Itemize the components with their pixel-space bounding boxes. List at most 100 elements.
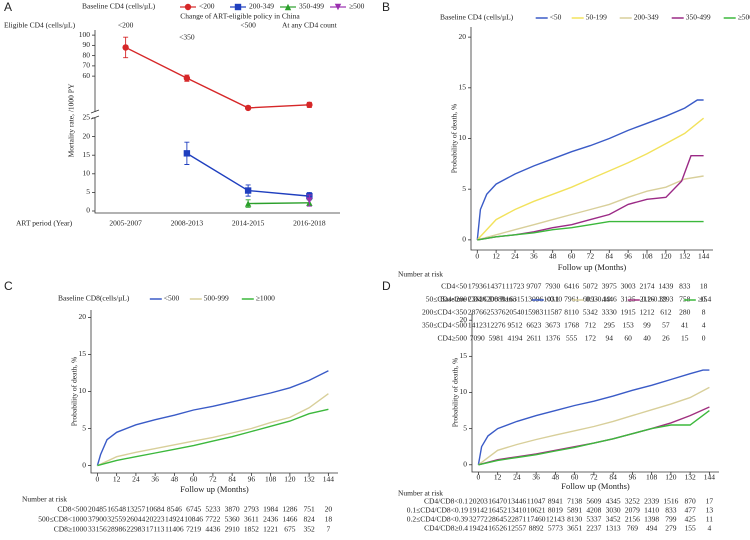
x-axis-label: Follow up (Months) <box>558 262 627 272</box>
series-line <box>248 202 310 205</box>
legend-label: 0.2-0.39 <box>642 295 667 304</box>
risk-count: 280 <box>679 308 691 317</box>
eligible-label: <500 <box>240 21 256 30</box>
risk-count: 4 <box>708 524 712 533</box>
x-tick-label: 60 <box>571 473 579 482</box>
risk-count: 32559 <box>107 515 126 524</box>
risk-count: 10310 <box>543 295 562 304</box>
risk-count: 1293 <box>658 295 673 304</box>
eligible-label: <200 <box>118 21 134 30</box>
risk-count: 13096 <box>524 295 543 304</box>
y-tick-label: 15 <box>460 351 468 360</box>
risk-count: 28986 <box>107 525 126 534</box>
legend-label: <0.1 <box>546 295 560 304</box>
legend-label: 500-999 <box>204 294 229 303</box>
x-axis-label: ART period (Year) <box>16 219 73 228</box>
risk-count: 477 <box>685 506 697 515</box>
risk-count: 352 <box>304 525 316 534</box>
y-tick-label: 60 <box>83 71 91 80</box>
risk-row-name: 200≤CD4<350 <box>422 308 467 317</box>
risk-count: 20203 <box>469 497 488 506</box>
risk-count: 712 <box>585 321 597 330</box>
risk-count: 1466 <box>282 515 297 524</box>
marker <box>244 104 252 112</box>
risk-count: 8941 <box>548 497 563 506</box>
panel-label: C <box>4 279 13 293</box>
x-tick-label: 2016-2018 <box>293 219 326 228</box>
risk-count: 2436 <box>263 515 278 524</box>
risk-count: 20540 <box>506 308 525 317</box>
risk-count: 16315 <box>506 295 525 304</box>
marker <box>284 3 292 11</box>
legend-title: Baseline CD4 (cells/μL) <box>440 13 514 22</box>
marker <box>183 150 191 157</box>
risk-count: 494 <box>646 524 658 533</box>
km-curve <box>97 393 329 467</box>
y-tick-label: 5 <box>462 184 466 193</box>
risk-count: 824 <box>304 515 316 524</box>
legend-label: ≥500 <box>349 2 365 11</box>
x-tick-label: 132 <box>679 252 691 261</box>
risk-count: 5072 <box>583 282 598 291</box>
x-tick-label: 96 <box>629 473 637 482</box>
risk-count: 26044 <box>127 515 146 524</box>
risk-count: 425 <box>685 515 697 524</box>
km-curve <box>477 386 710 466</box>
risk-count: 5981 <box>489 334 504 343</box>
risk-table-title: Number at risk <box>398 489 443 498</box>
risk-count: 14123 <box>468 321 487 330</box>
risk-count: 5337 <box>586 515 601 524</box>
risk-count: 799 <box>665 515 677 524</box>
y-tick-label: 15 <box>83 150 91 159</box>
risk-count: 7219 <box>186 525 201 534</box>
y-tick-label: 20 <box>460 315 468 324</box>
risk-row-name: 0.2≤CD4/CD8<0.39 <box>407 515 469 524</box>
risk-count: 2116 <box>640 295 655 304</box>
y-tick-label: 5 <box>86 187 90 196</box>
risk-count: 3975 <box>602 282 617 291</box>
risk-count: 20223 <box>146 515 165 524</box>
risk-count: 5609 <box>586 497 601 506</box>
x-tick-label: 12 <box>113 475 121 484</box>
km-curve <box>476 99 704 240</box>
x-tick-label: 96 <box>624 252 632 261</box>
x-tick-label: 24 <box>513 473 521 482</box>
risk-count: 16526 <box>488 524 507 533</box>
legend-title: Baseline CD4/CD8 Ratio <box>440 295 516 304</box>
y-axis-label: Mortality rate, /1000 PY <box>67 83 76 157</box>
risk-count: 833 <box>665 506 677 515</box>
risk-count: 22871 <box>508 515 527 524</box>
legend-label: 200-349 <box>249 2 274 11</box>
risk-row-name: CD4/CD8<0.1 <box>424 497 468 506</box>
risk-count: 94 <box>606 334 614 343</box>
risk-count: 758 <box>679 295 691 304</box>
risk-count: 4 <box>702 321 706 330</box>
policy-title: Change of ART-eligible policy in China <box>180 12 300 21</box>
marker <box>306 101 313 109</box>
x-tick-label: 120 <box>660 252 672 261</box>
risk-count: 26 <box>662 334 670 343</box>
risk-row-name: CD4≥500 <box>437 334 467 343</box>
risk-count: 7138 <box>567 497 582 506</box>
risk-row-name: 350≤CD4<500 <box>422 321 467 330</box>
risk-count: 28766 <box>468 308 487 317</box>
marker <box>234 3 242 11</box>
risk-count: 18 <box>325 515 333 524</box>
risk-count: 833 <box>679 282 691 291</box>
risk-count: 1852 <box>244 525 259 534</box>
axis <box>471 313 719 473</box>
risk-count: 13446 <box>508 497 527 506</box>
risk-count: 3252 <box>625 497 640 506</box>
x-tick-label: 2005-2007 <box>109 219 142 228</box>
x-tick-label: 72 <box>209 475 217 484</box>
risk-count: 8 <box>702 308 706 317</box>
risk-count: 2611 <box>526 334 541 343</box>
risk-count: 3673 <box>545 321 560 330</box>
legend-label: <500 <box>164 294 180 303</box>
risk-count: 2237 <box>586 524 601 533</box>
x-tick-label: 132 <box>685 473 697 482</box>
risk-count: 15 <box>700 295 708 304</box>
risk-count: 10621 <box>527 506 546 515</box>
risk-count: 1516 <box>663 497 678 506</box>
risk-count: 8546 <box>167 505 182 514</box>
